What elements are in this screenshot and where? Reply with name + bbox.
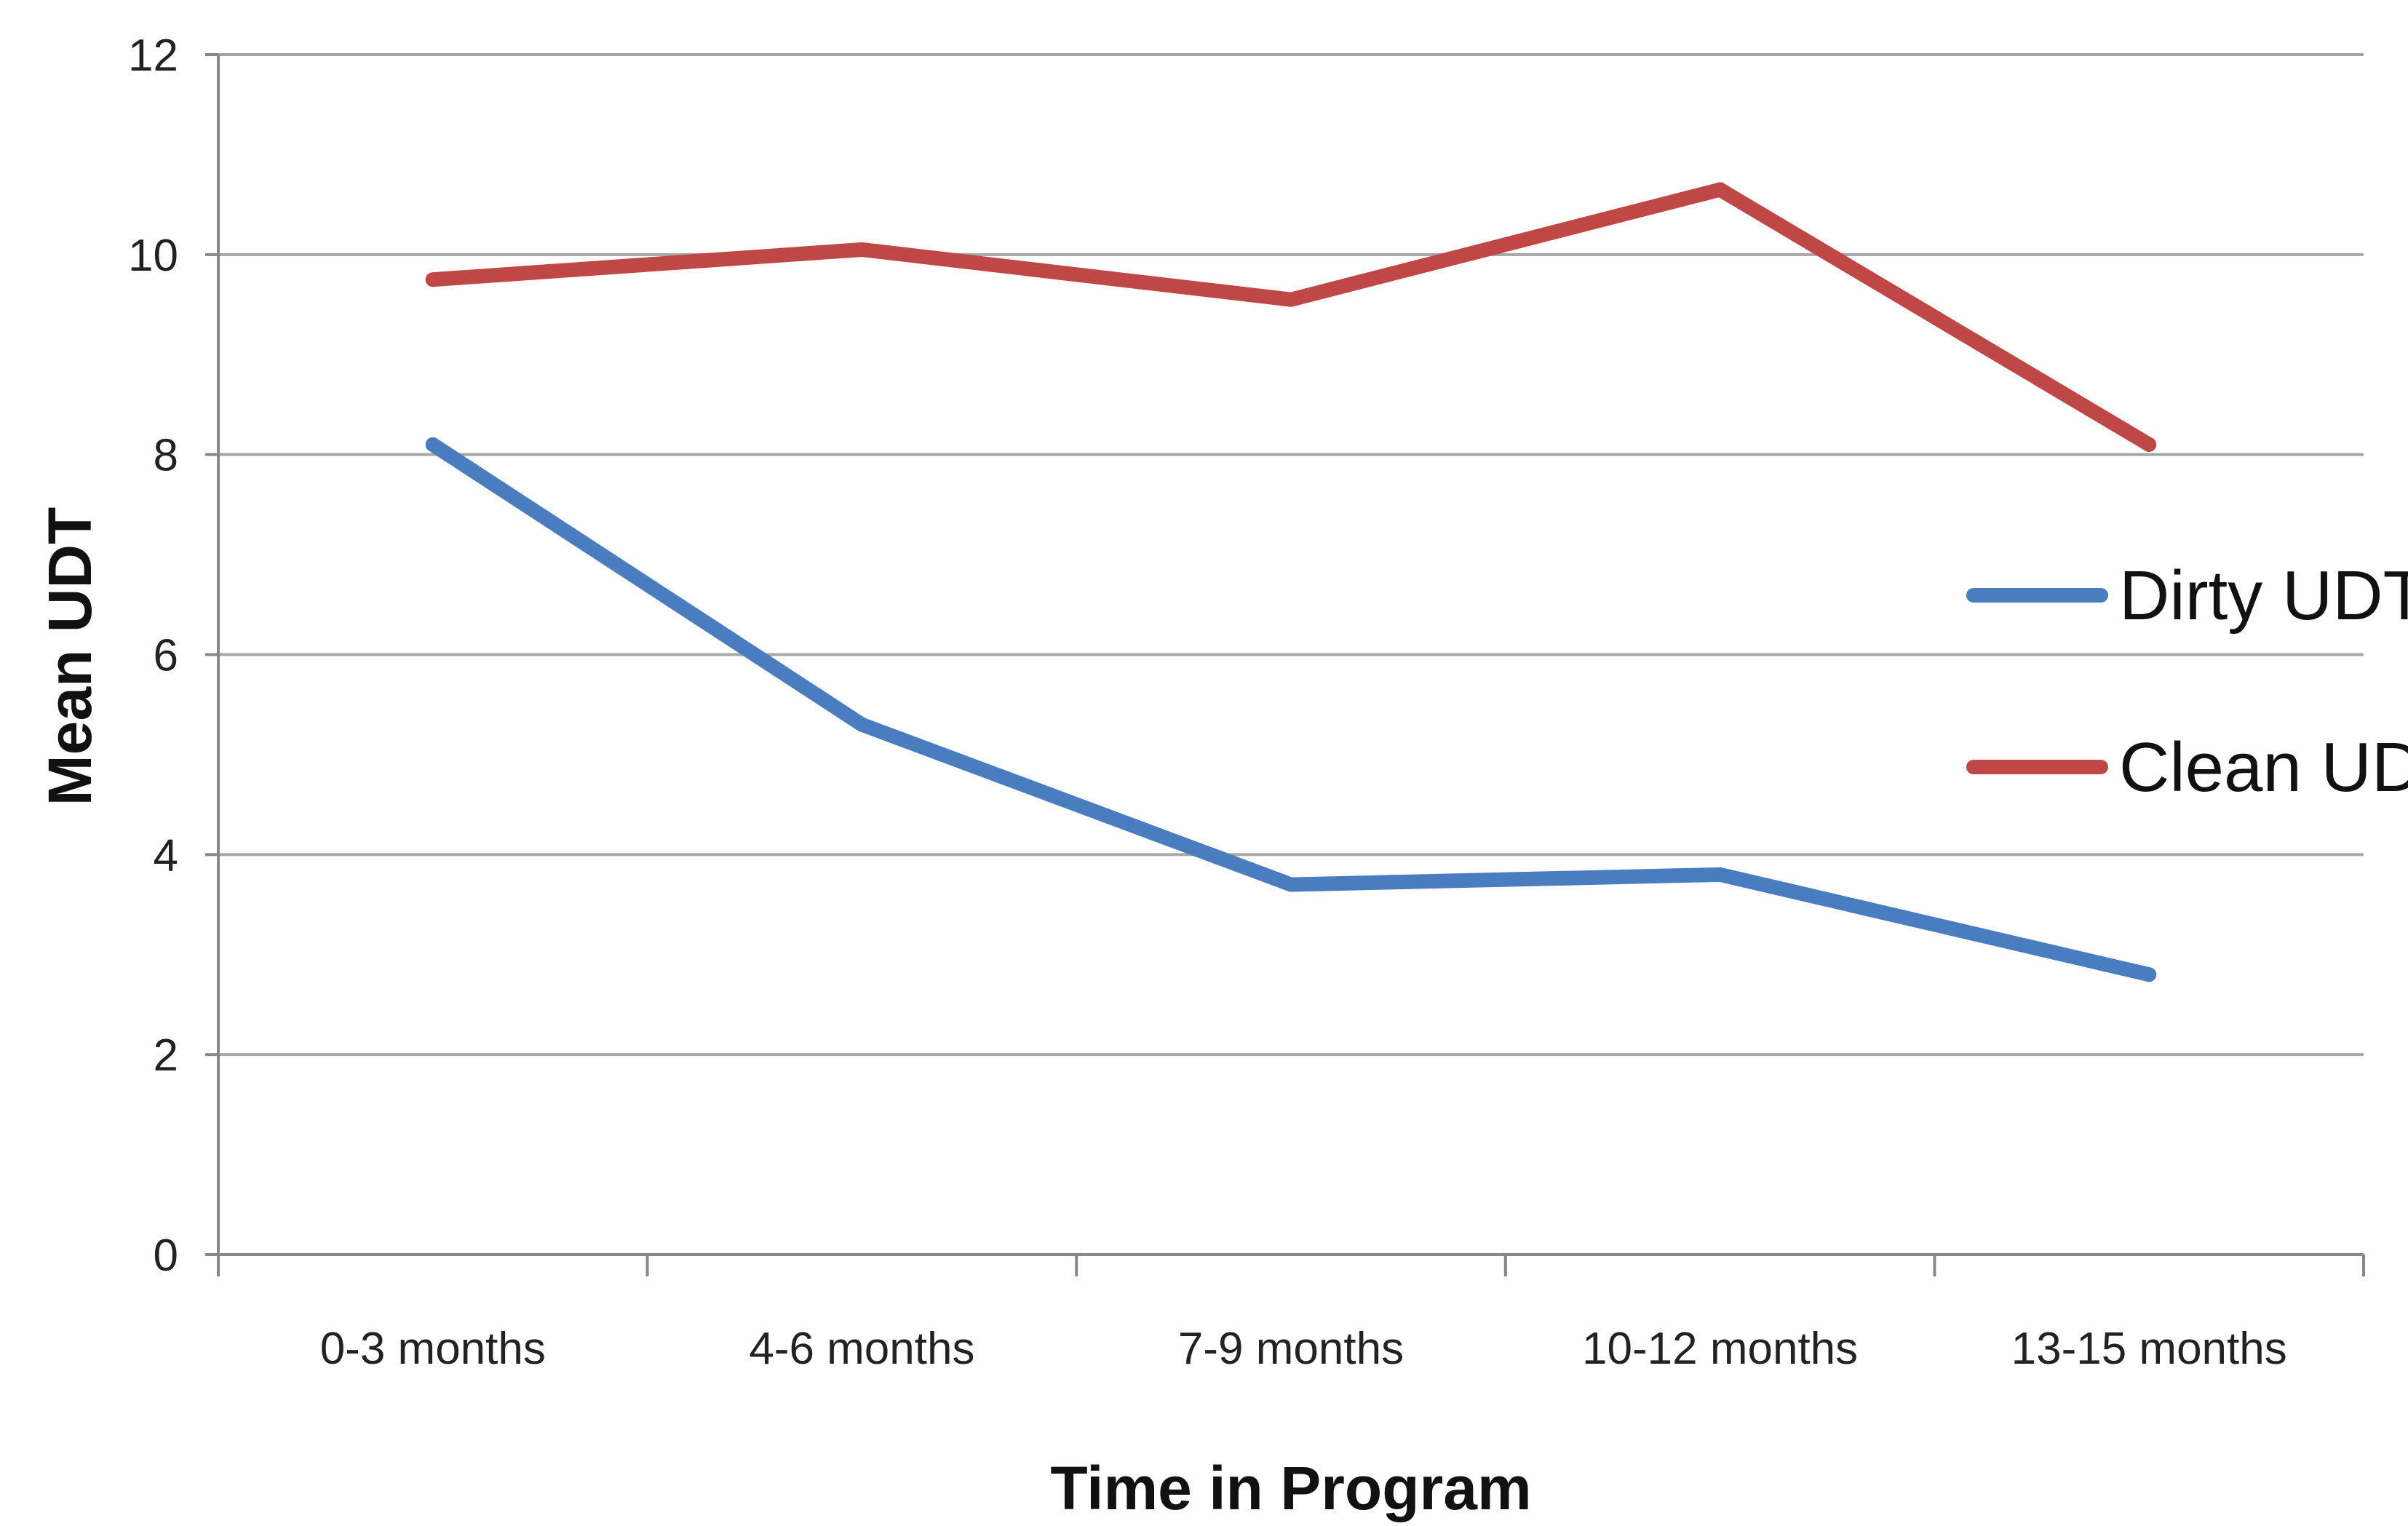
data-point (1712, 182, 1728, 197)
data-point (2142, 437, 2157, 452)
series-lines (425, 182, 2157, 982)
data-point (425, 272, 440, 287)
series-line-clean-udt (425, 182, 2157, 452)
legend: Dirty UDT Clean UDT (1966, 557, 2408, 806)
x-tick-labels: 0-3 months 4-6 months 7-9 months 10-12 mont… (320, 1324, 2287, 1374)
data-point (1712, 867, 1728, 882)
data-point (1284, 292, 1298, 307)
y-axis-title: Mean UDT (36, 507, 104, 806)
x-tick-label: 13-15 months (2011, 1324, 2287, 1374)
y-tick-label: 12 (128, 31, 178, 81)
data-point (1284, 877, 1298, 892)
data-point (2142, 967, 2157, 982)
y-tick-label: 2 (154, 1030, 178, 1081)
y-tick-labels: 0 2 4 6 8 10 12 (128, 31, 178, 1281)
x-tick-label: 10-12 months (1582, 1324, 1858, 1374)
y-tick-label: 0 (154, 1231, 178, 1281)
x-axis-title: Time in Program (1050, 1454, 1531, 1522)
y-tick-label: 8 (154, 431, 178, 481)
x-tick-label: 4-6 months (749, 1324, 974, 1374)
data-point (425, 437, 440, 452)
y-tick-label: 10 (128, 231, 178, 281)
axes (205, 53, 2365, 1276)
series-line-dirty-udt (425, 437, 2157, 982)
y-tick-label: 4 (154, 830, 178, 881)
x-tick-label: 0-3 months (320, 1324, 546, 1374)
y-tick-label: 6 (154, 631, 178, 681)
legend-label: Clean UDT (2119, 728, 2408, 806)
data-point (854, 717, 870, 732)
gridlines (218, 53, 2364, 1057)
x-tick-label: 7-9 months (1178, 1324, 1404, 1374)
legend-label: Dirty UDT (2119, 557, 2408, 635)
data-point (854, 242, 870, 257)
